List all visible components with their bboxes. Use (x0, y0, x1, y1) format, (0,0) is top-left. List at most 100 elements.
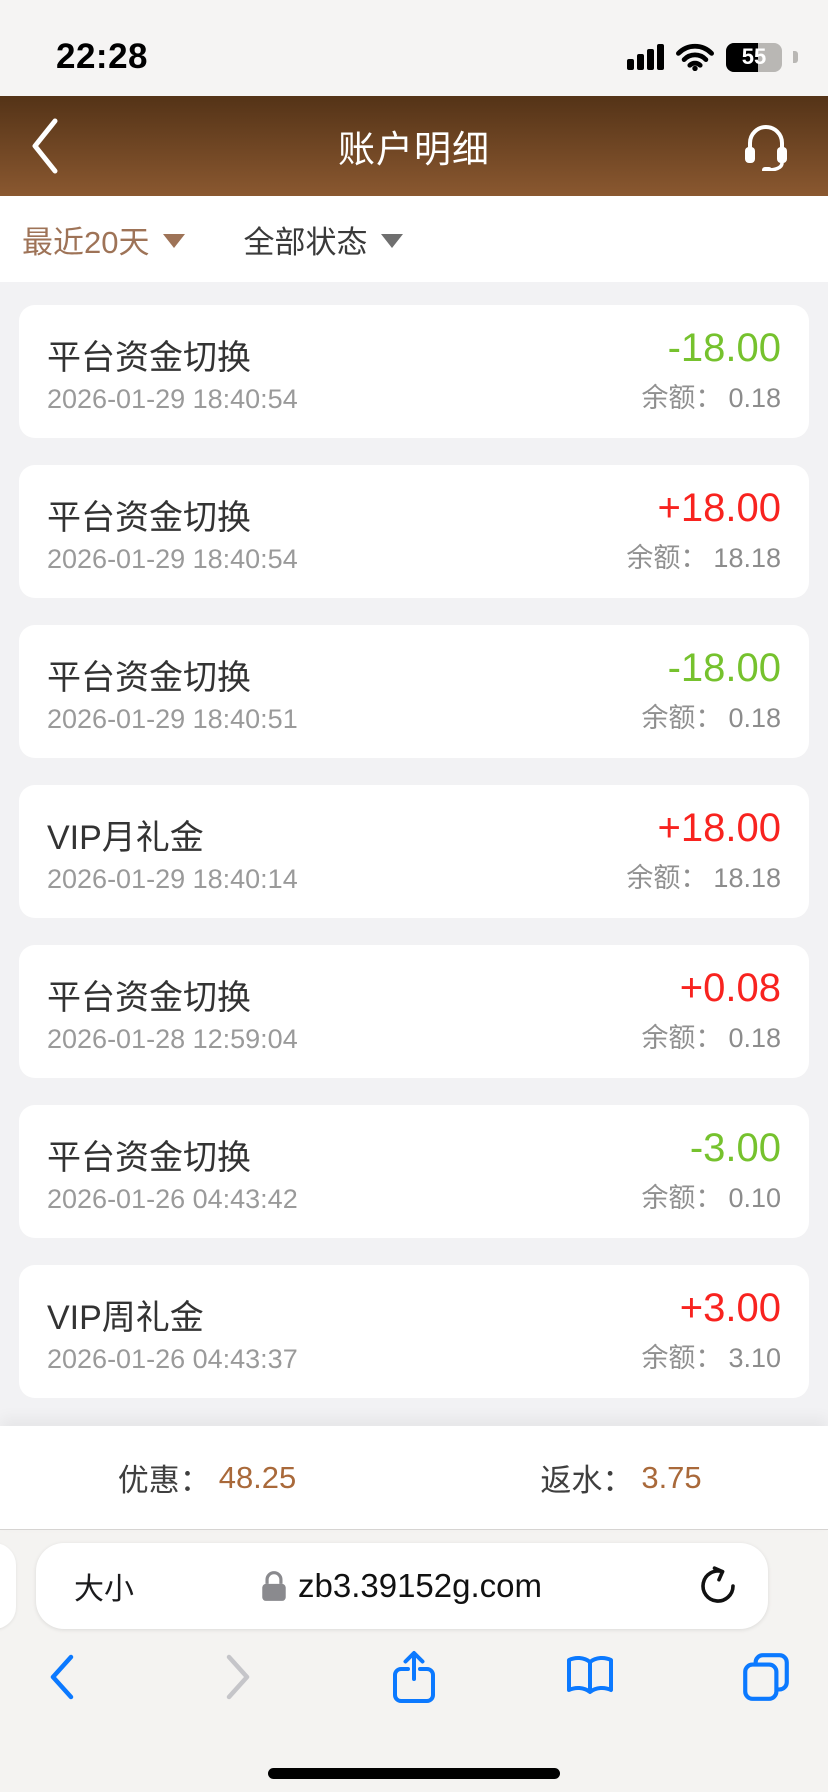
transaction-datetime: 2026-01-26 04:43:42 (47, 1184, 298, 1214)
summary-bar: 优惠： 48.25 返水： 3.75 (0, 1426, 828, 1530)
tabs-icon[interactable] (740, 1646, 792, 1708)
status-icons: 55 (627, 42, 798, 72)
url-group: zb3.39152g.com (262, 1567, 542, 1605)
balance-value: 18.18 (713, 863, 781, 893)
transaction-balance: 余额： 0.18 (641, 376, 781, 415)
page-title: 账户明细 (338, 129, 490, 170)
reload-icon[interactable] (696, 1564, 740, 1608)
balance-value: 0.18 (728, 703, 781, 733)
caret-down-icon (381, 234, 404, 248)
transaction-datetime: 2026-01-26 04:43:37 (47, 1344, 298, 1374)
balance-label: 余额： (641, 1343, 723, 1373)
battery-icon: 55 (726, 42, 782, 72)
transaction-card: 平台资金切换 2026-01-28 12:59:04 +0.08 余额： 0.18 (19, 945, 809, 1078)
balance-label: 余额： (641, 1183, 723, 1213)
home-indicator[interactable] (268, 1768, 560, 1779)
url-text: zb3.39152g.com (297, 1567, 543, 1604)
transaction-card: 平台资金切换 2026-01-29 18:40:54 +18.00 余额： 18.… (19, 465, 809, 598)
transaction-right: -18.00 余额： 0.18 (641, 326, 781, 415)
transaction-left: VIP周礼金 2026-01-26 04:43:37 (47, 1290, 298, 1375)
transaction-left: VIP月礼金 2026-01-29 18:40:14 (47, 810, 298, 895)
address-bar[interactable]: 大小 zb3.39152g.com (36, 1543, 768, 1629)
transaction-title: 平台资金切换 (47, 979, 251, 1017)
filter-bar: 最近20天 全部状态 (0, 196, 828, 282)
transaction-amount: +18.00 (657, 806, 781, 850)
transaction-datetime: 2026-01-29 18:40:54 (47, 384, 298, 414)
promo-label: 优惠： (117, 1463, 211, 1498)
transaction-amount: +3.00 (679, 1286, 781, 1330)
browser-chrome: 大小 zb3.39152g.com (0, 1530, 828, 1792)
battery-nub (793, 51, 798, 63)
browser-forward-icon[interactable] (212, 1646, 264, 1708)
clock: 22:28 (56, 37, 149, 76)
balance-label: 余额： (626, 863, 708, 893)
browser-back-icon[interactable] (36, 1646, 88, 1708)
date-range-filter-label: 最近20天 (22, 224, 150, 260)
text-size-button[interactable]: 大小 (74, 1573, 134, 1606)
bookmarks-icon[interactable] (564, 1646, 616, 1708)
caret-down-icon (163, 234, 186, 248)
rebate-value: 3.75 (641, 1459, 702, 1495)
status-filter[interactable]: 全部状态 (243, 217, 404, 262)
headset-icon[interactable] (742, 121, 790, 171)
app-header: 账户明细 (0, 96, 828, 196)
transaction-amount: +0.08 (679, 966, 781, 1010)
transaction-balance: 余额： 18.18 (626, 536, 781, 575)
adjacent-tab-edge[interactable] (0, 1543, 16, 1629)
rebate-label: 返水： (540, 1463, 634, 1498)
balance-value: 0.18 (728, 1023, 781, 1053)
share-icon[interactable] (388, 1646, 440, 1708)
signal-icon (627, 44, 664, 70)
transaction-title: VIP周礼金 (47, 1299, 204, 1337)
transaction-datetime: 2026-01-29 18:40:14 (47, 864, 298, 894)
transaction-balance: 余额： 3.10 (641, 1336, 781, 1375)
lock-icon (262, 1570, 286, 1602)
transaction-right: -18.00 余额： 0.18 (641, 646, 781, 735)
status-filter-label: 全部状态 (243, 224, 368, 260)
transaction-amount: +18.00 (657, 486, 781, 530)
transaction-left: 平台资金切换 2026-01-28 12:59:04 (47, 970, 298, 1055)
balance-label: 余额： (626, 543, 708, 573)
transaction-card: 平台资金切换 2026-01-29 18:40:54 -18.00 余额： 0.1… (19, 305, 809, 438)
transaction-balance: 余额： 0.18 (641, 1016, 781, 1055)
transaction-amount: -18.00 (667, 646, 781, 690)
promo-value: 48.25 (218, 1459, 297, 1495)
date-range-filter[interactable]: 最近20天 (22, 217, 186, 262)
balance-label: 余额： (641, 1023, 723, 1053)
balance-value: 0.18 (728, 383, 781, 413)
transaction-title: VIP月礼金 (47, 819, 204, 857)
transaction-right: +0.08 余额： 0.18 (641, 966, 781, 1055)
transaction-title: 平台资金切换 (47, 499, 251, 537)
balance-value: 0.10 (728, 1183, 781, 1213)
balance-label: 余额： (641, 383, 723, 413)
transaction-card: 平台资金切换 2026-01-29 18:40:51 -18.00 余额： 0.1… (19, 625, 809, 758)
transaction-card: 平台资金切换 2026-01-26 04:43:42 -3.00 余额： 0.10 (19, 1105, 809, 1238)
transaction-card: VIP月礼金 2026-01-29 18:40:14 +18.00 余额： 18.… (19, 785, 809, 918)
transaction-title: 平台资金切换 (47, 339, 251, 377)
back-chevron-icon[interactable] (28, 116, 62, 176)
status-bar: 22:28 55 (0, 0, 828, 96)
transaction-left: 平台资金切换 2026-01-26 04:43:42 (47, 1130, 298, 1215)
promo-summary: 优惠： 48.25 (0, 1455, 414, 1500)
transaction-balance: 余额： 0.10 (641, 1176, 781, 1215)
transaction-list: 平台资金切换 2026-01-29 18:40:54 -18.00 余额： 0.1… (0, 282, 828, 1426)
wifi-icon (676, 43, 714, 71)
transaction-amount: -3.00 (689, 1126, 781, 1170)
battery-percent: 55 (741, 44, 767, 69)
transaction-card: VIP周礼金 2026-01-26 04:43:37 +3.00 余额： 3.10 (19, 1265, 809, 1398)
transaction-right: +18.00 余额： 18.18 (626, 486, 781, 575)
balance-value: 3.10 (728, 1343, 781, 1373)
transaction-right: +3.00 余额： 3.10 (641, 1286, 781, 1375)
balance-value: 18.18 (713, 543, 781, 573)
transaction-title: 平台资金切换 (47, 659, 251, 697)
transaction-balance: 余额： 18.18 (626, 856, 781, 895)
balance-label: 余额： (641, 703, 723, 733)
transaction-balance: 余额： 0.18 (641, 696, 781, 735)
transaction-amount: -18.00 (667, 326, 781, 370)
transaction-datetime: 2026-01-29 18:40:51 (47, 704, 298, 734)
transaction-right: +18.00 余额： 18.18 (626, 806, 781, 895)
browser-toolbar (0, 1642, 828, 1712)
transaction-left: 平台资金切换 2026-01-29 18:40:54 (47, 490, 298, 575)
transaction-left: 平台资金切换 2026-01-29 18:40:51 (47, 650, 298, 735)
